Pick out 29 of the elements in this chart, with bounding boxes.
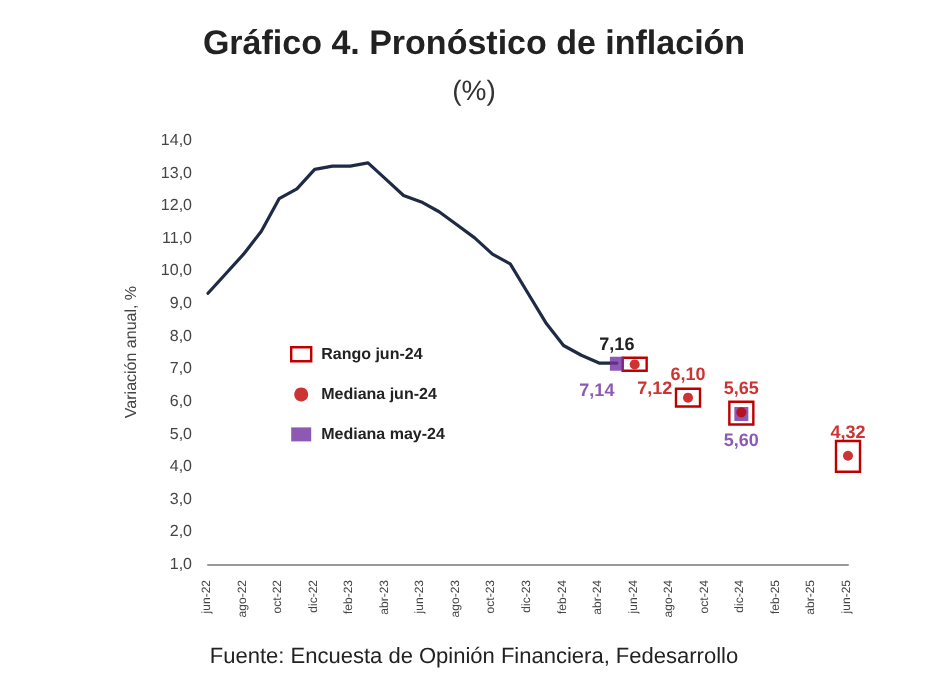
y-tick-label: 3,0 bbox=[169, 489, 194, 508]
y-tick-label: 4,0 bbox=[169, 457, 194, 476]
source-note: Fuente: Encuesta de Opinión Financiera, Fedesarrollo bbox=[209, 645, 739, 669]
y-tick-label: 14,0 bbox=[160, 131, 194, 149]
y-tick-label: 2,0 bbox=[169, 522, 194, 541]
y-tick-label: 7,0 bbox=[169, 359, 194, 378]
y-axis-title: Variación anual, % bbox=[122, 285, 141, 419]
legend-label: Mediana may-24 bbox=[321, 425, 446, 444]
chart-title: Gráfico 4. Pronóstico de inflación bbox=[202, 24, 746, 62]
y-tick-label: 6,0 bbox=[169, 391, 194, 410]
y-tick-label: 12,0 bbox=[160, 196, 194, 215]
data-label: 5,60 bbox=[723, 429, 759, 450]
legend-label: Mediana jun-24 bbox=[321, 385, 438, 404]
y-tick-label: 8,0 bbox=[169, 326, 194, 345]
point bbox=[609, 356, 624, 371]
data-label: 7,16 bbox=[599, 334, 635, 355]
legend-label: Rango jun-24 bbox=[321, 345, 424, 364]
y-tick-label: 9,0 bbox=[169, 294, 194, 313]
data-label: 7,14 bbox=[579, 379, 615, 400]
y-tick-label: 5,0 bbox=[169, 424, 194, 443]
y-tick-label: 10,0 bbox=[160, 261, 194, 280]
y-tick-label: 1,0 bbox=[169, 555, 194, 573]
y-tick-label: 13,0 bbox=[160, 163, 194, 182]
data-label: 7,12 bbox=[637, 378, 673, 399]
data-label: 6,10 bbox=[670, 363, 706, 384]
chart-subtitle: (%) bbox=[452, 74, 496, 106]
data-label: 5,65 bbox=[723, 378, 759, 399]
data-label: 4,32 bbox=[830, 421, 866, 442]
y-tick-label: 11,0 bbox=[162, 228, 194, 247]
